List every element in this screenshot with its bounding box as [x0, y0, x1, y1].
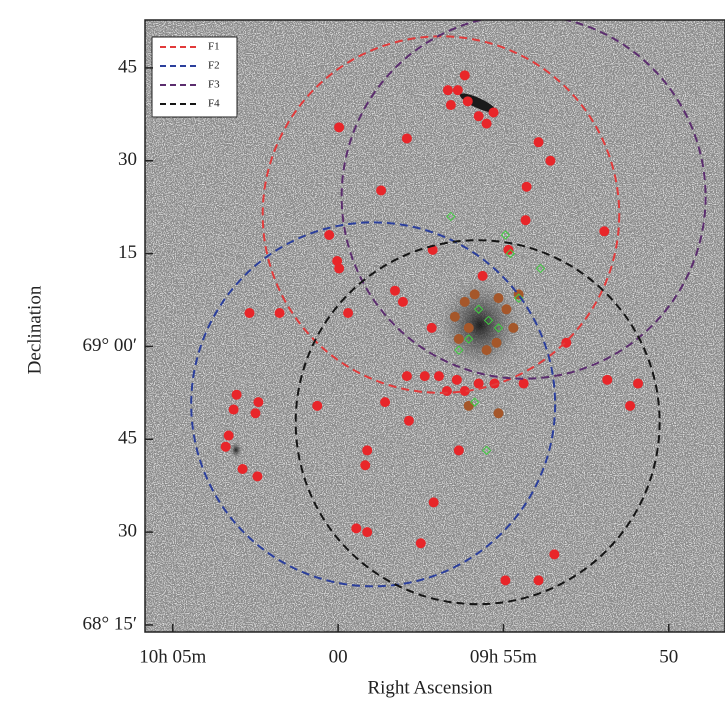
source-dot [334, 122, 344, 132]
source-dot [232, 390, 242, 400]
source-dot [602, 375, 612, 385]
source-dot [545, 156, 555, 166]
x-tick-label: 10h 05m [139, 646, 206, 667]
source-dot [434, 371, 444, 381]
source-dot [402, 133, 412, 143]
source-dot [238, 464, 248, 474]
source-dot [492, 338, 502, 348]
chart: F1 F2 F3 F4 Right Ascension Declination 10h… [0, 0, 725, 700]
source-dot [452, 375, 462, 385]
source-dot [633, 379, 643, 389]
y-axis-title: Declination [24, 285, 45, 374]
legend-label: F2 [208, 60, 220, 72]
source-dot [351, 523, 361, 533]
y-tick-label: 68° 15′ [82, 613, 137, 634]
source-dot [464, 401, 474, 411]
source-dot [244, 308, 254, 318]
source-dot [464, 323, 474, 333]
y-tick-label: 69° 00′ [82, 335, 137, 356]
source-dot [522, 182, 532, 192]
source-dot [360, 460, 370, 470]
source-dot [250, 408, 260, 418]
source-dot [534, 137, 544, 147]
source-dot [362, 527, 372, 537]
source-dot [482, 345, 492, 355]
source-dot [521, 215, 531, 225]
source-dot [253, 397, 263, 407]
source-dot [380, 397, 390, 407]
source-dot [404, 416, 414, 426]
y-tick-label: 45 [118, 56, 137, 77]
source-dot [252, 471, 262, 481]
source-dot [493, 408, 503, 418]
source-dot [482, 119, 492, 129]
source-dot [549, 549, 559, 559]
source-dot [376, 185, 386, 195]
source-dot [453, 85, 463, 95]
source-dot [625, 401, 635, 411]
legend-label: F1 [208, 41, 220, 53]
source-dot [478, 271, 488, 281]
source-dot [442, 386, 452, 396]
y-tick-label: 30 [118, 149, 137, 170]
source-dot [362, 445, 372, 455]
source-dot [275, 308, 285, 318]
source-dot [390, 286, 400, 296]
x-axis-title: Right Ascension [367, 677, 493, 698]
legend-label: F3 [208, 79, 220, 91]
source-dot [343, 308, 353, 318]
source-dot [416, 538, 426, 548]
source-dot [224, 431, 234, 441]
source-dot [508, 323, 518, 333]
y-tick-label: 30 [118, 520, 137, 541]
source-dot [470, 289, 480, 299]
x-tick-label: 00 [329, 646, 348, 667]
x-tick-label: 50 [659, 646, 678, 667]
source-dot [460, 297, 470, 307]
source-dot [503, 245, 513, 255]
source-dot [454, 445, 464, 455]
source-dot [402, 371, 412, 381]
source-dot [429, 497, 439, 507]
source-dot [334, 263, 344, 273]
legend-label: F4 [208, 98, 220, 110]
source-dot [221, 442, 231, 452]
y-tick-label: 45 [118, 428, 137, 449]
source-dot [501, 304, 511, 314]
source-dot [519, 379, 529, 389]
source-dot [454, 334, 464, 344]
x-tick-label: 09h 55m [470, 646, 537, 667]
source-dot [443, 85, 453, 95]
source-dot [463, 96, 473, 106]
source-dot [398, 297, 408, 307]
source-dot [420, 371, 430, 381]
source-dot [229, 405, 239, 415]
source-dot [312, 401, 322, 411]
source-dot [450, 312, 460, 322]
source-dot [324, 230, 334, 240]
source-dot [500, 575, 510, 585]
source-dot [446, 100, 456, 110]
source-dot [489, 107, 499, 117]
source-dot [460, 70, 470, 80]
galaxy [229, 441, 243, 459]
source-dot [534, 575, 544, 585]
legend: F1 F2 F3 F4 [152, 37, 237, 117]
source-dot [474, 111, 484, 121]
y-tick-label: 15 [118, 242, 137, 263]
source-dot [599, 226, 609, 236]
source-dot [493, 293, 503, 303]
source-dot [427, 323, 437, 333]
